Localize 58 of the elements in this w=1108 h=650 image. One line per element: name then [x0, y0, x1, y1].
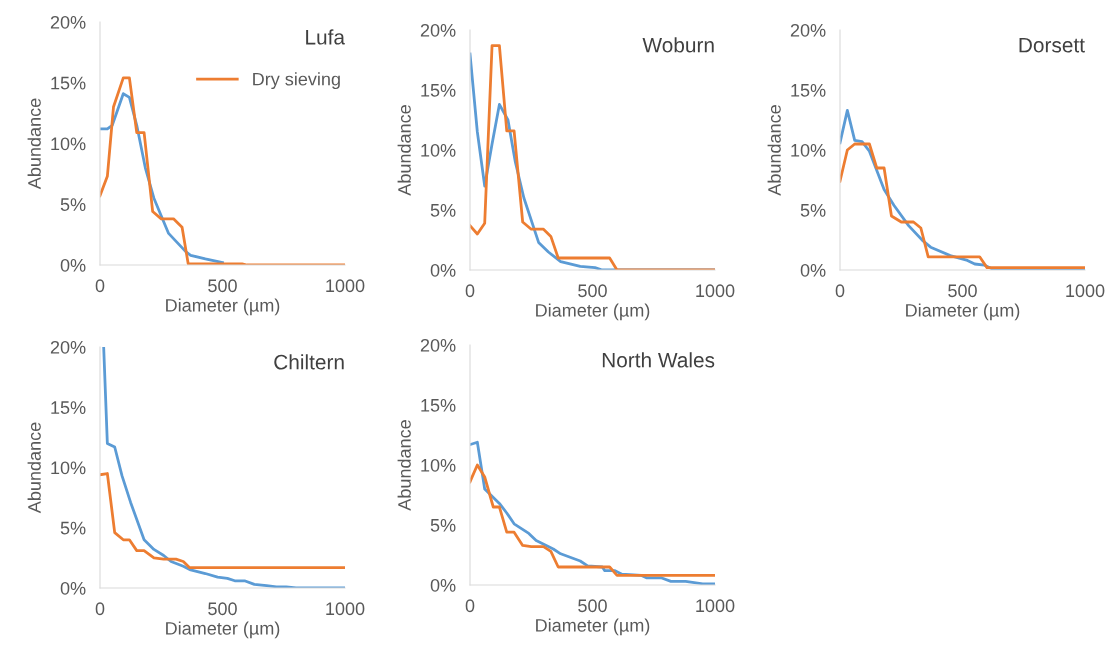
y-tick-label: 10% — [421, 143, 456, 157]
x-tick-label: 0 — [95, 602, 105, 616]
y-tick-label: 10% — [51, 461, 86, 475]
x-tick-label: 1000 — [1066, 284, 1105, 298]
y-tick-label: 20% — [50, 340, 86, 354]
x-axis-title: Diameter (µm) — [906, 303, 1020, 321]
chart-title: Chiltern — [274, 354, 344, 370]
y-tick-label: 20% — [50, 15, 86, 29]
legend-label: Dry sieving — [253, 72, 340, 90]
x-tick-label: 500 — [208, 602, 237, 616]
y-tick-label: 10% — [791, 143, 826, 157]
x-tick-label: 1000 — [696, 599, 735, 613]
y-tick-label: 0% — [430, 263, 456, 277]
chart-title: North Wales — [602, 352, 715, 368]
y-tick-label: 10% — [421, 458, 456, 472]
x-tick-label: 500 — [948, 284, 977, 298]
x-axis-title: Diameter (µm) — [536, 618, 650, 636]
y-tick-label: 15% — [51, 401, 86, 414]
y-tick-label: 20% — [420, 338, 456, 352]
x-tick-label: 0 — [465, 284, 475, 298]
chart-title: Woburn — [642, 37, 714, 53]
y-tick-label: 15% — [51, 76, 86, 90]
y-tick-label: 10% — [51, 137, 86, 151]
y-tick-label: 0% — [430, 578, 456, 592]
y-axis-title: Abundance — [767, 105, 781, 196]
x-tick-label: 0 — [835, 284, 845, 298]
y-tick-label: 15% — [791, 84, 826, 97]
chart-title: Lufa — [306, 29, 345, 45]
chart-title: Dorsett — [1019, 37, 1085, 53]
y-tick-label: 0% — [60, 258, 86, 272]
x-tick-label: 500 — [208, 279, 237, 293]
x-tick-label: 0 — [465, 599, 475, 613]
x-tick-label: 500 — [578, 284, 607, 298]
x-axis-title: Diameter (µm) — [536, 303, 650, 321]
y-tick-label: 5% — [800, 204, 826, 217]
y-axis-title: Abundance — [397, 105, 411, 196]
x-tick-label: 0 — [95, 279, 105, 293]
x-axis-title: Diameter (µm) — [166, 621, 280, 639]
x-tick-label: 500 — [578, 599, 607, 613]
y-tick-label: 5% — [60, 521, 86, 535]
y-axis-title: Abundance — [397, 420, 411, 511]
x-tick-label: 1000 — [696, 284, 735, 298]
y-tick-label: 20% — [420, 23, 456, 37]
y-tick-label: 5% — [60, 198, 86, 211]
x-axis-title: Diameter (µm) — [166, 298, 280, 316]
y-axis-title: Abundance — [27, 422, 41, 514]
y-axis-title: Abundance — [27, 98, 41, 190]
line-series — [470, 463, 715, 577]
line-series — [100, 472, 345, 569]
y-tick-label: 15% — [421, 84, 456, 97]
y-tick-label: 15% — [421, 399, 456, 412]
x-tick-label: 1000 — [326, 602, 365, 616]
y-tick-label: 5% — [430, 204, 456, 217]
y-tick-label: 5% — [430, 519, 456, 532]
y-tick-label: 0% — [800, 263, 826, 277]
y-tick-label: 20% — [790, 23, 826, 37]
x-tick-label: 1000 — [326, 279, 365, 293]
y-tick-label: 0% — [60, 581, 86, 595]
